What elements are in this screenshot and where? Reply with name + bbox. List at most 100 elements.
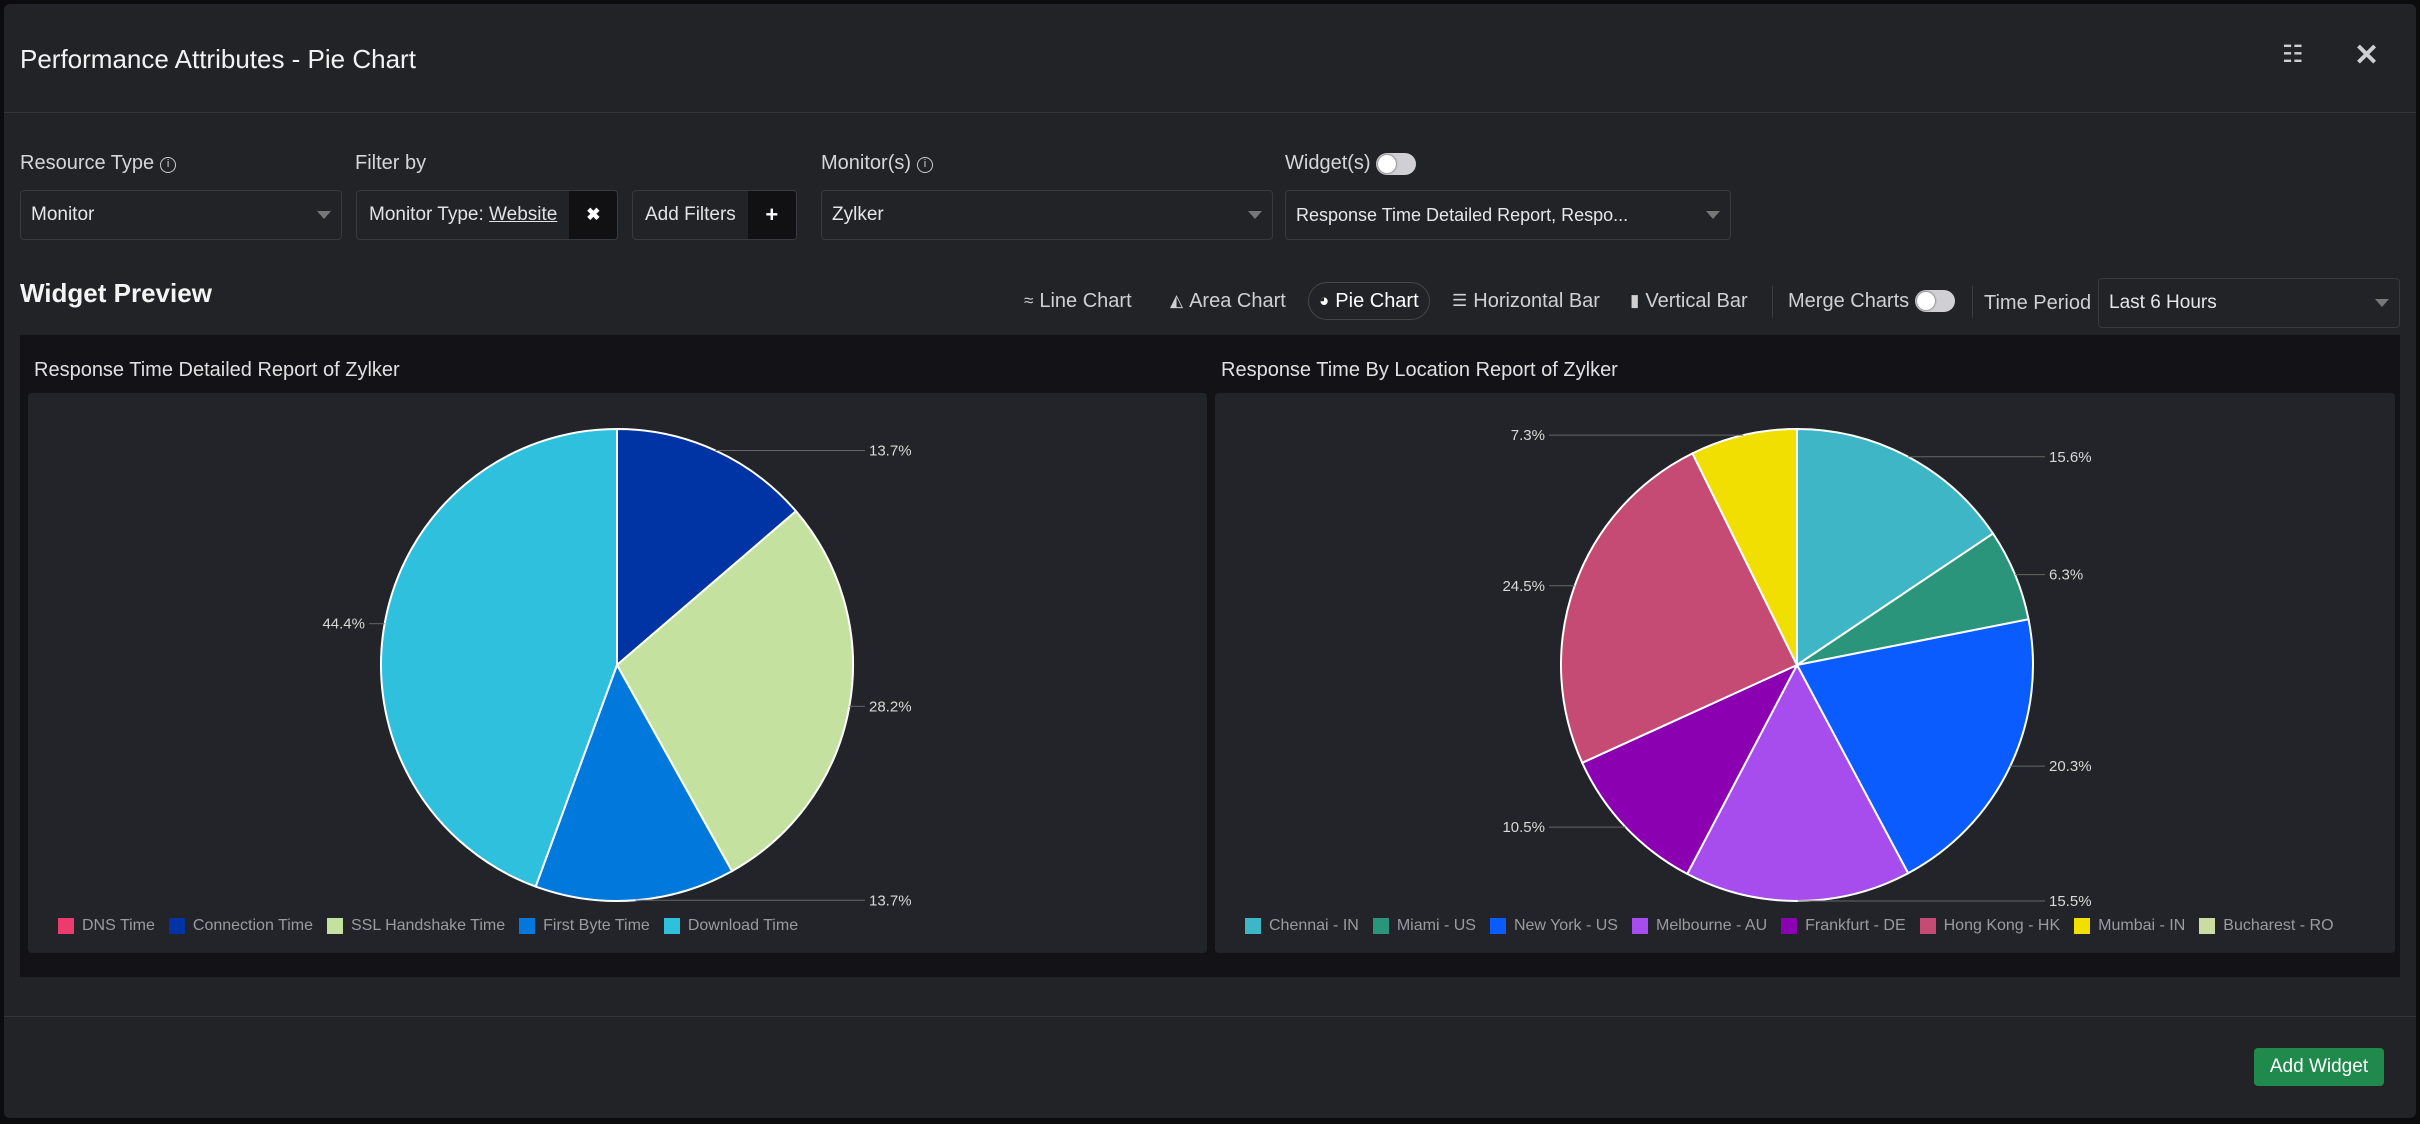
data-label: 7.3% [1511, 427, 1545, 444]
button-label: Vertical Bar [1645, 289, 1748, 312]
data-label: 13.7% [869, 443, 912, 460]
add-filters-button[interactable]: Add Filters + [632, 190, 797, 240]
remove-filter-button[interactable]: ✖ [569, 191, 618, 239]
pie-slice-melbourne-au[interactable] [1685, 662, 1910, 902]
legend-item[interactable]: Miami - US [1372, 917, 1476, 935]
resource-type-label: Resource Type i [20, 152, 177, 175]
data-label: 6.3% [2049, 567, 2083, 584]
legend-item[interactable]: Mumbai - IN [2074, 917, 2185, 935]
legend-item[interactable]: Melbourne - AU [1631, 917, 1768, 935]
preview-panel: Response Time Detailed Report of Zylker … [20, 335, 2400, 977]
legend-swatch [1781, 918, 1798, 934]
pie-slice-frankfurt-de[interactable] [1580, 662, 1800, 876]
data-label: 10.5% [1502, 819, 1545, 836]
legend-label: Melbourne - AU [1655, 917, 1768, 934]
legend-item[interactable]: Frankfurt - DE [1781, 917, 1906, 935]
pie-chart-location: 15.6% 6.3% 20.3% 15.5% 10.5% 24.5% 7.3% [1502, 427, 2092, 910]
legend-swatch [663, 918, 680, 934]
label-text: Monitor(s) [821, 152, 912, 174]
toggle-switch[interactable] [1914, 290, 1955, 312]
chart-card: 15.6% 6.3% 20.3% 15.5% 10.5% 24.5% 7.3% Chenna… [1215, 393, 2395, 953]
legend-item[interactable]: New York - US [1489, 917, 1618, 935]
widgets-label: Widget(s) [1285, 152, 1417, 175]
caret-down-icon [1248, 211, 1262, 219]
modal-title: Performance Attributes - Pie Chart [20, 44, 416, 74]
pie-chart-detailed: 13.7% 28.2% 13.7% 44.4% [322, 427, 912, 909]
chart-legend: Chennai - IN Miami - US New York - US Melbo… [1245, 917, 2334, 935]
legend-label: SSL Handshake Time [350, 917, 506, 934]
add-widget-button[interactable]: Add Widget [2254, 1048, 2384, 1086]
legend-label: Chennai - IN [1269, 917, 1359, 934]
chip-key: Monitor Type: [369, 204, 484, 225]
pie-slice-download-time[interactable] [380, 427, 618, 888]
legend-item[interactable]: Download Time [663, 917, 798, 935]
legend-item[interactable]: DNS Time [58, 917, 155, 935]
area-chart-button[interactable]: ◭ Area Chart [1160, 282, 1296, 320]
chart-legend: DNS Time Connection Time SSL Handshake Tim… [58, 917, 798, 935]
pie-slice-new-york-us[interactable] [1795, 618, 2034, 875]
horizontal-bar-icon: ☰ [1452, 291, 1468, 310]
resource-type-select[interactable]: Monitor [20, 190, 342, 240]
legend-label: Miami - US [1396, 917, 1476, 934]
legend-item[interactable]: Hong Kong - HK [1919, 917, 2060, 935]
plus-icon[interactable]: + [747, 191, 796, 239]
label-text: Resource Type [20, 152, 155, 174]
legend-item[interactable]: Bucharest - RO [2199, 917, 2334, 935]
time-period-select[interactable]: Last 6 Hours [2098, 278, 2400, 328]
info-icon[interactable]: i [917, 157, 934, 173]
legend-item[interactable]: Connection Time [168, 917, 313, 935]
area-chart-icon: ◭ [1170, 291, 1184, 310]
widgets-toggle[interactable] [1376, 152, 1417, 175]
legend-swatch [1631, 918, 1648, 934]
pie-chart-button[interactable]: ◕ Pie Chart [1308, 282, 1430, 320]
data-label: 13.7% [869, 892, 912, 909]
filter-by-label: Filter by [355, 152, 427, 174]
pie-chart-icon: ◕ [1319, 291, 1330, 310]
legend-item[interactable]: Chennai - IN [1245, 917, 1359, 935]
legend-label: First Byte Time [543, 917, 650, 934]
monitors-select[interactable]: Zylker [821, 190, 1273, 240]
line-chart-icon: ≈ [1024, 291, 1034, 310]
button-label: Area Chart [1189, 289, 1286, 312]
legend-item[interactable]: SSL Handshake Time [326, 917, 506, 935]
info-icon[interactable]: i [160, 157, 177, 173]
line-chart-button[interactable]: ≈ Line Chart [1014, 282, 1142, 320]
data-label: 20.3% [2049, 758, 2092, 775]
chart-title: Response Time By Location Report of Zylk… [1221, 359, 1618, 381]
merge-charts-label: Merge Charts [1788, 289, 1910, 312]
legend-swatch [2199, 918, 2216, 934]
button-label: Pie Chart [1335, 289, 1419, 312]
select-value: Response Time Detailed Report, Respo... [1296, 204, 1629, 225]
legend-label: DNS Time [82, 917, 155, 934]
data-label: 28.2% [869, 698, 912, 715]
button-label: Line Chart [1039, 289, 1132, 312]
close-icon[interactable]: ✕ [2354, 39, 2380, 72]
legend-swatch [1919, 918, 1936, 934]
widgets-select[interactable]: Response Time Detailed Report, Respo... [1285, 190, 1731, 240]
pie-slice-chennai-in[interactable] [1796, 427, 1995, 667]
legend-item[interactable]: First Byte Time [519, 917, 650, 935]
chip-value[interactable]: Website [489, 204, 558, 225]
legend-label: Bucharest - RO [2223, 917, 2334, 934]
filter-chip: Monitor Type: Website ✖ [356, 190, 619, 240]
legend-swatch [519, 918, 536, 934]
pie-slice-mumbai-in[interactable] [1691, 427, 1798, 666]
caret-down-icon [1706, 211, 1720, 219]
pie-slice-ssl-handshake-time[interactable] [615, 509, 854, 873]
horizontal-bar-button[interactable]: ☰ Horizontal Bar [1442, 282, 1610, 320]
pie-slice-connection-time[interactable] [616, 427, 798, 668]
merge-charts-toggle[interactable]: Merge Charts [1778, 282, 1965, 320]
pie-slice-hong-kong-hk[interactable] [1560, 452, 1799, 765]
select-value: Last 6 Hours [2109, 292, 2217, 313]
vertical-bar-icon: ▮ [1630, 291, 1640, 310]
settings-list-icon[interactable]: ☷ [2282, 41, 2304, 68]
data-label: 15.5% [2049, 893, 2092, 910]
pie-slice-first-byte-time[interactable] [534, 662, 734, 902]
select-value: Zylker [832, 204, 884, 225]
vertical-bar-button[interactable]: ▮ Vertical Bar [1620, 282, 1758, 320]
widget-modal: Performance Attributes - Pie Chart ☷ ✕ R… [4, 4, 2416, 1118]
legend-label: Frankfurt - DE [1805, 917, 1906, 934]
legend-label: New York - US [1513, 917, 1618, 934]
legend-swatch [326, 918, 343, 934]
label-text: Widget(s) [1285, 152, 1371, 174]
